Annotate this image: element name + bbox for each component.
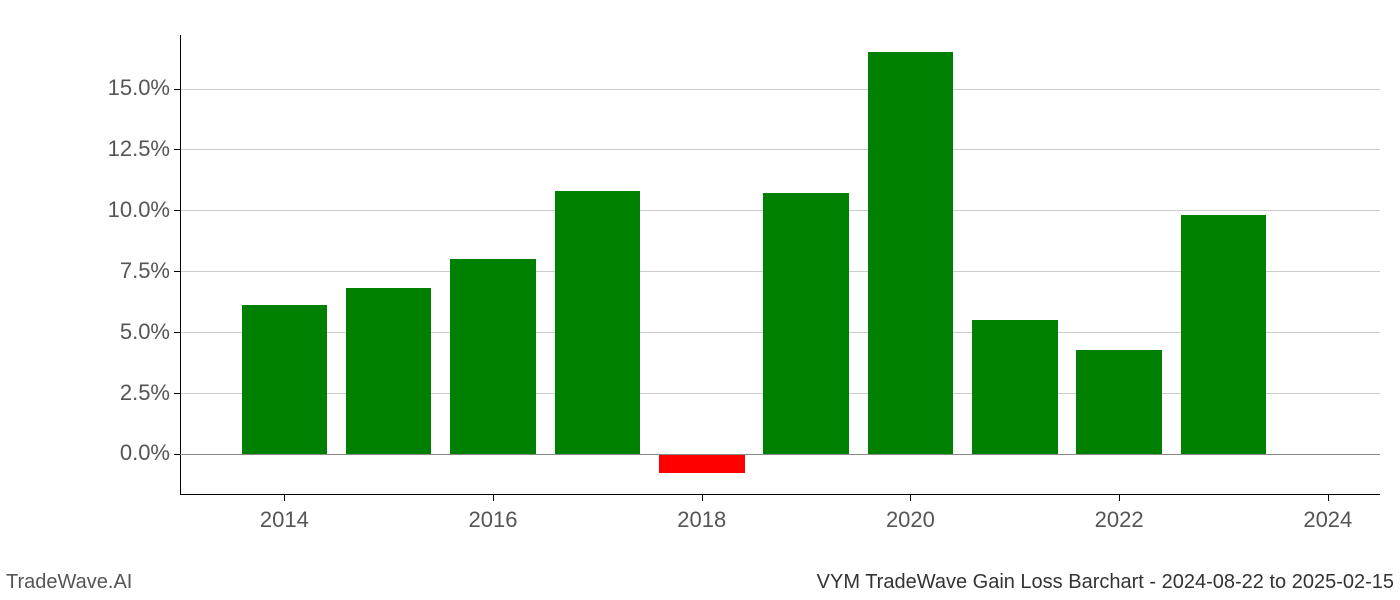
bar: [1181, 215, 1267, 454]
y-tick-label: 5.0%: [80, 319, 170, 345]
bar: [242, 305, 328, 453]
x-tick-label: 2024: [1288, 507, 1368, 533]
zero-line: [180, 454, 1380, 455]
x-tick-label: 2016: [453, 507, 533, 533]
bar: [450, 259, 536, 454]
y-tick-label: 15.0%: [80, 75, 170, 101]
grid-line: [180, 89, 1380, 90]
y-tick-label: 0.0%: [80, 440, 170, 466]
x-tick-mark: [284, 495, 285, 501]
x-axis: [180, 494, 1380, 495]
y-tick-label: 12.5%: [80, 136, 170, 162]
y-tick-mark: [174, 89, 180, 90]
x-tick-mark: [910, 495, 911, 501]
bar: [868, 52, 954, 454]
chart-container: TradeWave.AI VYM TradeWave Gain Loss Bar…: [0, 0, 1400, 600]
y-axis: [180, 35, 181, 495]
y-tick-mark: [174, 271, 180, 272]
y-tick-label: 10.0%: [80, 197, 170, 223]
y-tick-mark: [174, 393, 180, 394]
x-tick-mark: [493, 495, 494, 501]
x-tick-mark: [702, 495, 703, 501]
y-tick-mark: [174, 454, 180, 455]
footer-left-text: TradeWave.AI: [6, 571, 132, 594]
bar: [1076, 350, 1162, 453]
y-tick-mark: [174, 332, 180, 333]
grid-line: [180, 149, 1380, 150]
y-tick-mark: [174, 149, 180, 150]
bar: [763, 193, 849, 453]
y-tick-label: 2.5%: [80, 380, 170, 406]
footer-right-text: VYM TradeWave Gain Loss Barchart - 2024-…: [817, 571, 1394, 594]
y-tick-label: 7.5%: [80, 258, 170, 284]
bar: [659, 454, 745, 473]
bar: [346, 288, 432, 454]
bar: [972, 320, 1058, 454]
x-tick-label: 2018: [662, 507, 742, 533]
y-tick-mark: [174, 210, 180, 211]
x-tick-mark: [1119, 495, 1120, 501]
plot-area: [180, 35, 1380, 495]
bar: [555, 191, 641, 454]
x-tick-label: 2014: [244, 507, 324, 533]
x-tick-mark: [1328, 495, 1329, 501]
x-tick-label: 2022: [1079, 507, 1159, 533]
x-tick-label: 2020: [870, 507, 950, 533]
